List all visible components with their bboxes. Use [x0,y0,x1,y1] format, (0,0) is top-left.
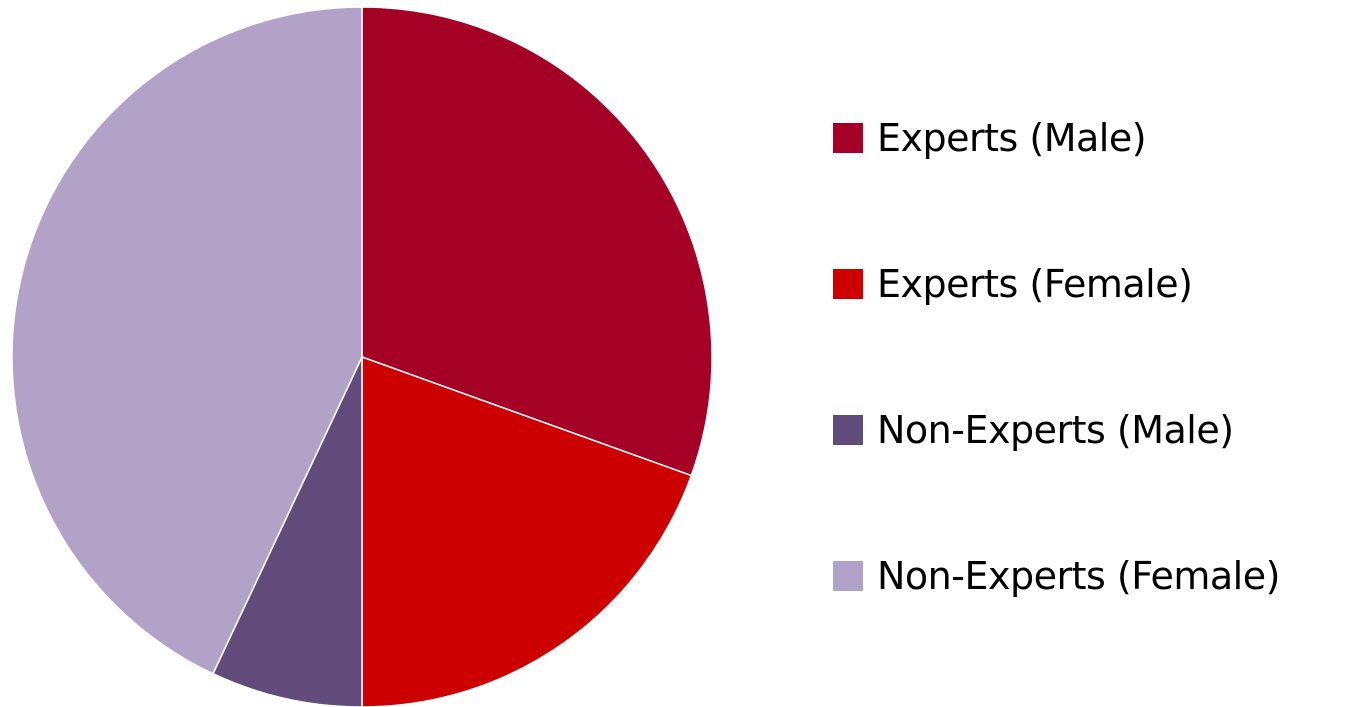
legend-label: Experts (Male) [877,116,1147,160]
legend-label: Experts (Female) [877,262,1193,306]
legend-item-non-experts-male: Non-Experts (Male) [833,400,1343,460]
legend: Experts (Male) Experts (Female) Non-Expe… [833,108,1343,606]
legend-item-experts-male: Experts (Male) [833,108,1343,168]
legend-item-non-experts-female: Non-Experts (Female) [833,546,1343,606]
pie-slice-experts-male [361,6,713,477]
legend-label: Non-Experts (Female) [877,554,1280,598]
pie-slice-experts-female [361,355,693,707]
legend-swatch [833,561,863,591]
legend-swatch [833,123,863,153]
pie-plot [11,6,713,707]
legend-swatch [833,415,863,445]
legend-swatch [833,269,863,299]
legend-label: Non-Experts (Male) [877,408,1234,452]
pie-slice-non-experts-female [11,6,363,675]
legend-item-experts-female: Experts (Female) [833,254,1343,314]
